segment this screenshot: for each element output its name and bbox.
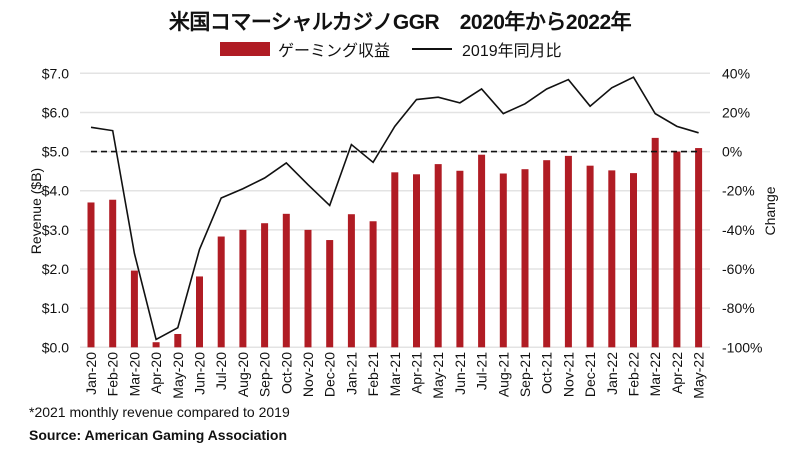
legend-swatch-revenue (220, 42, 270, 56)
x-tick-label: Jan-20 (83, 352, 99, 395)
y-axis-right-label: Change (762, 186, 778, 235)
x-tick-label: Apr-20 (148, 352, 164, 394)
y-left-tick-label: $5.0 (42, 144, 69, 160)
chart-title: 米国コマーシャルカジノGGR 2020年から2022年 (168, 11, 632, 34)
bar-mar-21 (391, 172, 399, 348)
bar-aug-21 (499, 173, 507, 348)
bar-feb-21 (369, 221, 377, 348)
y-axis-right: -100% -80% -60% -40% -20% 0% 20% 40% (722, 65, 762, 355)
bar-jan-20 (87, 202, 95, 348)
legend: ゲーミング収益 2019年同月比 (220, 38, 562, 60)
x-tick-label: May-21 (430, 352, 446, 399)
y-right-tick-label: -60% (722, 261, 755, 277)
y-left-tick-label: $4.0 (42, 183, 69, 199)
bar-jul-20 (217, 236, 225, 348)
legend-label-revenue: ゲーミング収益 (278, 43, 391, 60)
x-tick-label: May-22 (691, 352, 707, 399)
bars (87, 137, 703, 348)
bar-oct-21 (543, 160, 551, 348)
x-tick-label: Mar-21 (387, 352, 403, 397)
y-right-tick-label: 40% (722, 65, 750, 81)
x-tick-label: Apr-22 (669, 352, 685, 394)
x-tick-label: Dec-20 (322, 352, 338, 397)
x-tick-label: Oct-21 (539, 352, 555, 394)
bar-dec-20 (326, 240, 334, 348)
bar-jun-20 (196, 276, 203, 348)
yoy-line (90, 76, 699, 341)
bar-may-22 (695, 148, 703, 348)
x-tick-label: Oct-20 (278, 352, 294, 394)
bar-aug-20 (239, 229, 247, 348)
bar-apr-21 (413, 174, 420, 348)
bar-may-20 (174, 333, 182, 348)
legend-label-yoy: 2019年同月比 (462, 43, 562, 60)
y-right-tick-label: -20% (722, 183, 755, 199)
y-left-tick-label: $7.0 (42, 65, 69, 81)
bar-jun-21 (456, 170, 464, 348)
x-tick-label: Feb-20 (105, 352, 121, 397)
bar-jan-21 (347, 214, 355, 348)
x-tick-label: Jan-21 (343, 352, 359, 395)
source-note: Source: American Gaming Association (29, 427, 288, 443)
bar-apr-20 (152, 342, 160, 348)
x-tick-label: Jul-20 (213, 352, 229, 390)
bar-oct-20 (282, 213, 290, 348)
bar-nov-20 (304, 229, 312, 348)
bar-apr-22 (673, 151, 681, 348)
bar-may-21 (434, 164, 442, 348)
y-right-tick-label: 20% (722, 104, 750, 120)
y-left-tick-label: $1.0 (42, 300, 69, 316)
legend-swatch-yoy (412, 48, 453, 50)
x-tick-label: Nov-21 (560, 352, 576, 397)
y-left-tick-label: $6.0 (42, 104, 69, 120)
x-tick-label: Feb-21 (365, 352, 381, 397)
y-right-tick-label: -80% (722, 300, 755, 316)
x-tick-label: Jun-21 (452, 352, 468, 395)
bar-feb-22 (630, 173, 637, 348)
y-axis-left: $0.0 $1.0 $2.0 $3.0 $4.0 $5.0 $6.0 $7.0 (42, 65, 69, 355)
y-axis-left-label: Revenue ($B) (28, 168, 44, 254)
y-right-tick-label: 0% (722, 144, 742, 160)
x-tick-label: Jul-21 (474, 352, 490, 390)
bar-feb-20 (109, 199, 117, 348)
y-left-tick-label: $3.0 (42, 222, 69, 238)
x-tick-label: Feb-22 (626, 352, 642, 397)
x-tick-label: Mar-20 (126, 352, 142, 397)
x-tick-label: Aug-20 (235, 352, 251, 397)
y-left-tick-label: $0.0 (42, 339, 69, 355)
x-tick-label: Jun-20 (192, 352, 208, 395)
bar-mar-20 (130, 270, 138, 348)
y-right-tick-label: -40% (722, 222, 755, 238)
x-tick-label: Apr-21 (409, 352, 425, 394)
bar-dec-21 (586, 165, 594, 348)
x-tick-label: Mar-22 (647, 352, 663, 397)
bar-sep-20 (261, 223, 269, 348)
bar-sep-21 (521, 169, 529, 348)
bar-jan-22 (608, 170, 616, 348)
bar-mar-22 (651, 137, 659, 348)
bar-nov-21 (564, 155, 572, 348)
footnote: *2021 monthly revenue compared to 2019 (29, 404, 290, 420)
x-axis-labels: Jan-20 Feb-20 Mar-20 Apr-20 May-20 Jun-20 Jul-… (83, 352, 707, 399)
x-tick-label: Dec-21 (582, 352, 598, 397)
x-tick-label: Nov-20 (300, 352, 316, 397)
bar-jul-21 (478, 154, 486, 348)
x-tick-label: Aug-21 (495, 352, 511, 397)
x-tick-label: Jan-22 (604, 352, 620, 395)
x-tick-label: Sep-21 (517, 352, 533, 397)
x-tick-label: Sep-20 (257, 352, 273, 397)
x-tick-label: May-20 (170, 352, 186, 399)
y-left-tick-label: $2.0 (42, 261, 69, 277)
y-right-tick-label: -100% (722, 339, 762, 355)
